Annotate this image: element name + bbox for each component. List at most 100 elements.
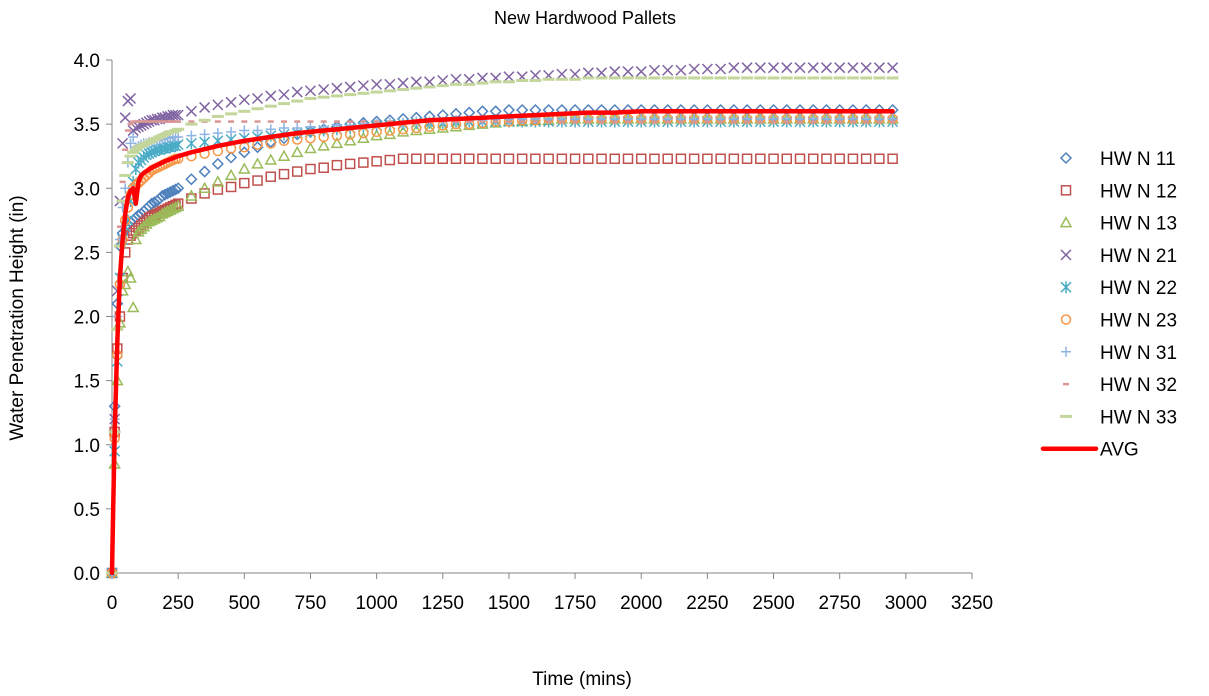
data-point bbox=[635, 153, 647, 165]
data-point bbox=[140, 117, 152, 129]
data-point bbox=[847, 62, 859, 74]
data-point bbox=[582, 67, 594, 79]
data-point bbox=[357, 131, 370, 143]
data-point bbox=[119, 112, 131, 124]
data-point bbox=[172, 109, 184, 121]
x-tick-label: 3000 bbox=[885, 593, 927, 614]
plot-area bbox=[105, 62, 899, 580]
series-hw-n-31 bbox=[107, 113, 898, 578]
data-point bbox=[173, 131, 184, 142]
data-point bbox=[675, 153, 687, 165]
y-tick-label: 3.0 bbox=[74, 179, 100, 200]
data-point bbox=[463, 73, 475, 85]
data-point bbox=[860, 62, 872, 74]
y-tick-label: 2.5 bbox=[74, 243, 100, 264]
legend-marker bbox=[1060, 314, 1072, 325]
data-point bbox=[124, 92, 137, 105]
data-point bbox=[397, 153, 409, 165]
data-point bbox=[199, 188, 210, 199]
data-point bbox=[675, 64, 687, 76]
data-point bbox=[125, 138, 136, 149]
series-hw-n-33 bbox=[106, 76, 899, 575]
data-point bbox=[199, 129, 210, 140]
data-point bbox=[648, 64, 660, 76]
data-point bbox=[212, 128, 223, 139]
legend-label: HW N 22 bbox=[1100, 278, 1177, 299]
data-point bbox=[343, 134, 357, 146]
data-point bbox=[424, 153, 435, 165]
legend-marker bbox=[1060, 249, 1072, 261]
data-point bbox=[212, 99, 224, 111]
y-axis-label: Water Penetration Height (in) bbox=[7, 195, 28, 440]
data-point bbox=[265, 124, 276, 135]
data-point bbox=[225, 181, 237, 193]
legend-marker bbox=[1060, 185, 1072, 196]
data-point bbox=[158, 188, 171, 201]
data-point bbox=[596, 67, 608, 79]
x-tick-label: 750 bbox=[295, 593, 327, 614]
legend-label: HW N 31 bbox=[1100, 343, 1177, 364]
series-hw-n-11 bbox=[105, 103, 899, 580]
data-point bbox=[198, 181, 211, 193]
y-tick-label: 3.5 bbox=[74, 115, 100, 136]
x-tick-label: 2750 bbox=[819, 593, 861, 614]
data-point bbox=[239, 125, 250, 136]
data-point bbox=[649, 153, 660, 165]
data-point bbox=[357, 80, 369, 92]
series-avg-line bbox=[109, 109, 895, 576]
data-point bbox=[330, 136, 344, 149]
data-point bbox=[317, 139, 330, 151]
series-hw-n-22 bbox=[106, 115, 899, 579]
data-point bbox=[411, 153, 422, 165]
data-point bbox=[450, 153, 462, 165]
data-point bbox=[305, 163, 316, 175]
data-point bbox=[437, 153, 449, 165]
data-point bbox=[609, 153, 621, 165]
data-point bbox=[622, 66, 634, 78]
data-point bbox=[331, 159, 343, 171]
data-point bbox=[278, 89, 290, 101]
data-point bbox=[225, 96, 237, 108]
data-point bbox=[277, 149, 291, 161]
x-tick-label: 1000 bbox=[355, 593, 397, 614]
legend-marker bbox=[1060, 281, 1072, 294]
data-point bbox=[252, 125, 263, 136]
data-point bbox=[120, 183, 131, 194]
y-tick-label: 1.0 bbox=[74, 436, 100, 457]
data-point bbox=[212, 184, 224, 195]
series-hw-n-13 bbox=[105, 112, 899, 578]
data-point bbox=[252, 92, 264, 105]
data-point bbox=[118, 277, 132, 290]
legend-label: HW N 23 bbox=[1100, 311, 1177, 332]
legend-marker bbox=[1059, 216, 1073, 228]
data-point bbox=[224, 168, 238, 181]
data-point bbox=[251, 141, 264, 154]
data-point bbox=[185, 105, 197, 117]
data-point bbox=[121, 265, 135, 277]
data-point bbox=[423, 122, 436, 135]
data-point bbox=[530, 153, 541, 165]
data-point bbox=[199, 101, 211, 113]
data-point bbox=[794, 62, 806, 74]
data-point bbox=[476, 105, 489, 118]
data-point bbox=[754, 62, 766, 74]
data-point bbox=[164, 186, 177, 199]
data-point bbox=[503, 153, 515, 165]
data-point bbox=[169, 109, 182, 121]
data-point bbox=[304, 141, 317, 154]
data-point bbox=[622, 153, 634, 165]
data-point bbox=[529, 69, 541, 81]
data-point bbox=[278, 168, 290, 180]
data-point bbox=[172, 182, 185, 195]
x-tick-label: 1250 bbox=[422, 593, 464, 614]
series-hw-n-12 bbox=[106, 153, 898, 579]
data-point bbox=[741, 62, 753, 74]
legend-marker bbox=[1061, 346, 1071, 357]
data-point bbox=[304, 85, 316, 97]
data-point bbox=[715, 63, 727, 75]
data-point bbox=[410, 123, 423, 136]
data-point bbox=[291, 86, 303, 98]
x-tick-label: 2250 bbox=[686, 593, 728, 614]
data-point bbox=[662, 153, 673, 165]
